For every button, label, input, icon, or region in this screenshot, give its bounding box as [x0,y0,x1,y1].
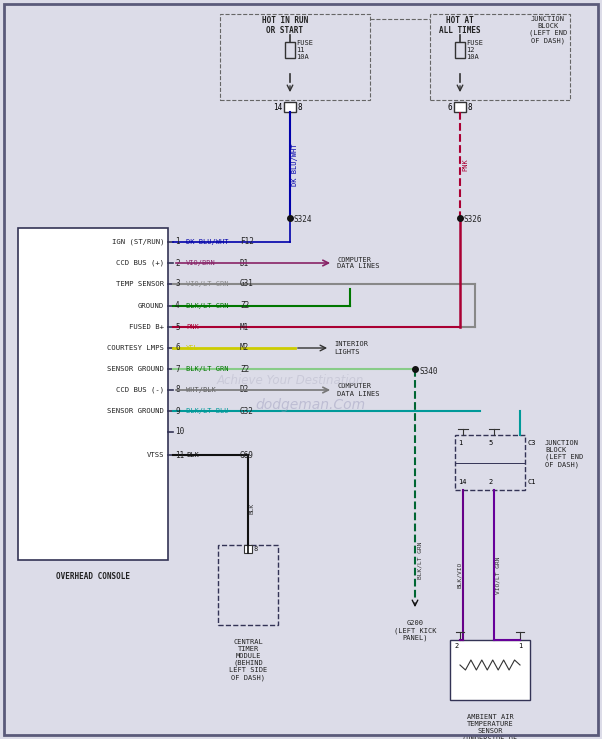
Bar [244,545,252,553]
Text: 3: 3 [175,279,179,288]
Text: C1: C1 [527,479,536,485]
Text: OVERHEAD CONSOLE: OVERHEAD CONSOLE [56,572,130,581]
Text: F12: F12 [240,237,254,247]
Text: G69: G69 [240,451,254,460]
Text: 6: 6 [175,344,179,353]
Bar [220,14,370,100]
Text: 2: 2 [175,259,179,268]
Text: 1: 1 [175,237,179,247]
Text: BLK/LT GRN: BLK/LT GRN [186,366,229,372]
Text: VTSS: VTSS [146,452,164,458]
Bar [455,435,525,490]
Text: BLK/LT GRN: BLK/LT GRN [186,303,229,309]
Bar [430,14,570,100]
Text: FUSE
11
10A: FUSE 11 10A [296,40,313,60]
Text: 14: 14 [458,479,467,485]
Text: CENTRAL
TIMER
MODULE
(BEHIND
LEFT SIDE
OF DASH): CENTRAL TIMER MODULE (BEHIND LEFT SIDE O… [229,639,267,681]
Text: HOT IN RUN
OR START: HOT IN RUN OR START [262,16,308,35]
Text: PNK: PNK [186,324,199,330]
Text: 4: 4 [175,302,179,310]
Text: 1: 1 [518,643,523,649]
Text: CCD BUS (-): CCD BUS (-) [116,386,164,393]
Bar [284,102,296,112]
Bar [454,102,466,112]
Text: FUSE
12
10A: FUSE 12 10A [466,40,483,60]
Text: VIO/BRN: VIO/BRN [186,260,216,266]
Text: IGN (ST/RUN): IGN (ST/RUN) [111,239,164,245]
Text: 8: 8 [175,386,179,395]
Text: D1: D1 [240,259,249,268]
Text: PNK: PNK [462,159,468,171]
Text: WHT/BLK: WHT/BLK [186,387,216,393]
Text: 1: 1 [458,440,462,446]
Text: 10: 10 [175,427,184,437]
Text: AMBIENT AIR
TEMPERATURE
SENSOR
(UNDERSIDE OF
HOOD PANEL, NEAR
LATCH STRIKER): AMBIENT AIR TEMPERATURE SENSOR (UNDERSID… [456,714,524,739]
Text: INTERIOR
LIGHTS: INTERIOR LIGHTS [334,341,368,355]
Bar [455,42,465,58]
Text: BLK: BLK [186,452,199,458]
Text: 8: 8 [298,103,303,112]
Text: D2: D2 [240,386,249,395]
Text: VIO/LT GRN: VIO/LT GRN [186,281,229,287]
Text: COMPUTER
DATA LINES: COMPUTER DATA LINES [337,384,379,397]
Text: S324: S324 [294,216,312,225]
Bar [450,640,530,700]
Text: CCD BUS (+): CCD BUS (+) [116,259,164,266]
Text: 5: 5 [488,440,492,446]
Bar [285,42,295,58]
Text: M1: M1 [240,322,249,332]
Text: COURTESY LMPS: COURTESY LMPS [107,345,164,351]
Text: 2: 2 [454,643,458,649]
Text: 5: 5 [175,322,179,332]
Text: 14: 14 [273,103,282,112]
Text: 8: 8 [468,103,473,112]
Text: YEL: YEL [186,345,199,351]
Text: C3: C3 [527,440,536,446]
Text: G200
(LEFT KICK
PANEL): G200 (LEFT KICK PANEL) [394,620,436,641]
Text: SENSOR GROUND: SENSOR GROUND [107,366,164,372]
Text: FUSED B+: FUSED B+ [129,324,164,330]
Text: JUNCTION
BLOCK
(LEFT END
OF DASH): JUNCTION BLOCK (LEFT END OF DASH) [529,16,567,44]
Text: DK BLU/WHT: DK BLU/WHT [292,144,298,186]
Text: VIO/LT GRN: VIO/LT GRN [495,556,500,593]
Text: G31: G31 [240,279,254,288]
Text: M2: M2 [240,344,249,353]
Text: BLK/LT GRN: BLK/LT GRN [417,541,422,579]
Text: SENSOR GROUND: SENSOR GROUND [107,408,164,414]
Text: 7: 7 [175,364,179,373]
Text: 6: 6 [447,103,452,112]
Text: TEMP SENSOR: TEMP SENSOR [116,281,164,287]
Text: HOT AT
ALL TIMES: HOT AT ALL TIMES [439,16,481,35]
Text: GROUND: GROUND [138,303,164,309]
Text: S326: S326 [464,216,482,225]
Text: dodgeman.Com: dodgeman.Com [255,398,365,412]
Text: 8: 8 [254,546,258,552]
Text: DK BLU/WHT: DK BLU/WHT [186,239,229,245]
Text: Z2: Z2 [240,302,249,310]
Text: 11: 11 [175,451,184,460]
Text: S340: S340 [419,367,438,375]
Text: Z2: Z2 [240,364,249,373]
Bar [218,545,278,625]
Text: G32: G32 [240,406,254,415]
Text: COMPUTER
DATA LINES: COMPUTER DATA LINES [337,256,379,270]
Text: Achieve Your Destination: Achieve Your Destination [216,373,364,386]
Bar [18,228,168,560]
Text: BLK: BLK [250,503,255,514]
Text: 2: 2 [488,479,492,485]
Text: 9: 9 [175,406,179,415]
Text: BLK/LT BLU: BLK/LT BLU [186,408,229,414]
Text: BLK/VIO: BLK/VIO [457,562,462,588]
Text: JUNCTION
BLOCK
(LEFT END
OF DASH): JUNCTION BLOCK (LEFT END OF DASH) [545,440,583,468]
